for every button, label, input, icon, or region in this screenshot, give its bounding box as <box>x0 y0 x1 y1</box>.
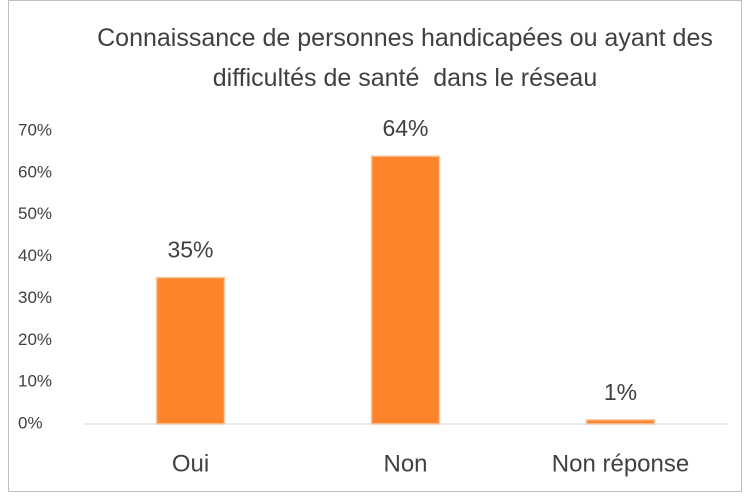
x-tick-label: Oui <box>172 450 209 477</box>
y-tick-label: 0% <box>18 413 43 432</box>
data-label: 35% <box>167 237 213 263</box>
data-label: 1% <box>604 379 637 405</box>
y-tick-label: 20% <box>18 330 52 349</box>
bar <box>370 155 441 425</box>
y-tick-label: 40% <box>18 246 52 265</box>
chart-title: Connaissance de personnes handicapées ou… <box>97 24 713 92</box>
bar <box>585 419 656 425</box>
y-tick-label: 10% <box>18 372 52 391</box>
y-tick-label: 70% <box>18 120 52 139</box>
x-tick-label: Non réponse <box>552 450 689 477</box>
y-tick-label: 30% <box>18 288 52 307</box>
x-tick-label: Non <box>383 450 427 477</box>
y-tick-label: 50% <box>18 204 52 223</box>
data-label: 64% <box>382 115 428 141</box>
bar <box>155 276 226 425</box>
y-tick-label: 60% <box>18 162 52 181</box>
